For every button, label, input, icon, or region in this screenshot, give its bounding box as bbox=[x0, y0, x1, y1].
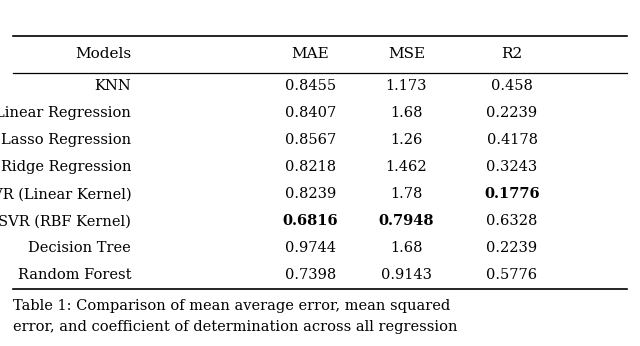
Text: Decision Tree: Decision Tree bbox=[28, 242, 131, 255]
Text: Random Forest: Random Forest bbox=[18, 268, 131, 282]
Text: 0.8455: 0.8455 bbox=[285, 79, 336, 93]
Text: 1.78: 1.78 bbox=[390, 187, 422, 201]
Text: 0.6816: 0.6816 bbox=[283, 214, 338, 228]
Text: 0.9744: 0.9744 bbox=[285, 242, 336, 255]
Text: 1.173: 1.173 bbox=[386, 79, 427, 93]
Text: Models: Models bbox=[75, 47, 131, 61]
Text: 0.7948: 0.7948 bbox=[379, 214, 434, 228]
Text: 0.8567: 0.8567 bbox=[285, 133, 336, 147]
Text: 0.2239: 0.2239 bbox=[486, 242, 538, 255]
Text: KNN: KNN bbox=[95, 79, 131, 93]
Text: Linear Regression: Linear Regression bbox=[0, 106, 131, 120]
Text: R2: R2 bbox=[501, 47, 523, 61]
Text: 0.458: 0.458 bbox=[491, 79, 533, 93]
Text: 1.68: 1.68 bbox=[390, 106, 422, 120]
Text: 0.5776: 0.5776 bbox=[486, 268, 538, 282]
Text: 0.6328: 0.6328 bbox=[486, 214, 538, 228]
Text: 0.8239: 0.8239 bbox=[285, 187, 336, 201]
Text: MAE: MAE bbox=[292, 47, 329, 61]
Text: 0.8407: 0.8407 bbox=[285, 106, 336, 120]
Text: Lasso Regression: Lasso Regression bbox=[1, 133, 131, 147]
Text: 0.4178: 0.4178 bbox=[486, 133, 538, 147]
Text: MSE: MSE bbox=[388, 47, 425, 61]
Text: Table 1: Comparison of mean average error, mean squared: Table 1: Comparison of mean average erro… bbox=[13, 299, 450, 313]
Text: 0.2239: 0.2239 bbox=[486, 106, 538, 120]
Text: 0.8218: 0.8218 bbox=[285, 160, 336, 174]
Text: 1.68: 1.68 bbox=[390, 242, 422, 255]
Text: Ridge Regression: Ridge Regression bbox=[1, 160, 131, 174]
Text: 0.1776: 0.1776 bbox=[484, 187, 540, 201]
Text: error, and coefficient of determination across all regression: error, and coefficient of determination … bbox=[13, 320, 458, 334]
Text: 1.26: 1.26 bbox=[390, 133, 422, 147]
Text: SVR (Linear Kernel): SVR (Linear Kernel) bbox=[0, 187, 131, 201]
Text: 0.9143: 0.9143 bbox=[381, 268, 432, 282]
Text: SVR (RBF Kernel): SVR (RBF Kernel) bbox=[0, 214, 131, 228]
Text: 0.7398: 0.7398 bbox=[285, 268, 336, 282]
Text: 1.462: 1.462 bbox=[385, 160, 428, 174]
Text: 0.3243: 0.3243 bbox=[486, 160, 538, 174]
